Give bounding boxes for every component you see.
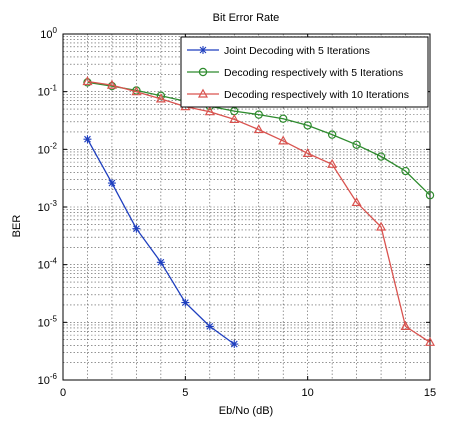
data-point xyxy=(400,320,411,331)
data-point xyxy=(198,67,208,77)
data-point xyxy=(132,224,141,233)
data-point xyxy=(83,135,92,144)
data-point xyxy=(107,179,116,188)
data-point xyxy=(155,93,166,103)
data-point xyxy=(351,196,362,207)
data-point xyxy=(376,152,386,161)
series-1 xyxy=(83,135,239,349)
series-3 xyxy=(82,76,436,346)
y-tick-label: 10-3 xyxy=(38,199,58,214)
data-point xyxy=(302,147,313,158)
data-point xyxy=(327,130,337,139)
y-tick-label: 100 xyxy=(40,26,57,41)
data-point xyxy=(376,221,387,231)
data-point xyxy=(106,79,117,89)
legend-box xyxy=(180,36,429,108)
data-point xyxy=(199,46,207,54)
data-point xyxy=(82,76,93,86)
legend-item: Joint Decoding with 5 Iterations xyxy=(187,45,370,57)
legend-label: Joint Decoding with 5 Iterations xyxy=(224,45,370,57)
legend-label: Decoding respectively with 10 Iterations xyxy=(224,89,409,101)
y-axis-label: BER xyxy=(11,215,23,238)
data-point xyxy=(327,158,338,168)
data-point xyxy=(401,166,410,176)
y-tick-label: 10-2 xyxy=(38,141,58,156)
data-point xyxy=(278,135,289,145)
axis-ticks: 0 5 10 15 100 10-1 10-2 10-3 10-4 10-5 10-6 xyxy=(38,26,437,399)
x-tick-label: 15 xyxy=(424,387,436,399)
legend: Joint Decoding with 5 Iterations Decoding… xyxy=(180,36,429,108)
data-point xyxy=(230,340,239,349)
data-point xyxy=(424,336,436,346)
x-tick-label: 5 xyxy=(182,387,188,399)
x-axis-label: Eb/No (dB) xyxy=(219,405,273,417)
legend-item: Decoding respectively with 5 Iterations xyxy=(187,67,403,79)
data-point xyxy=(352,140,361,149)
data-point xyxy=(253,124,264,134)
x-tick-label: 0 xyxy=(60,387,66,399)
data-point xyxy=(156,258,165,267)
data-point xyxy=(254,110,263,119)
data-point xyxy=(181,298,190,307)
y-tick-label: 10-5 xyxy=(38,314,58,329)
y-tick-label: 10-1 xyxy=(38,84,58,99)
chart-title: Bit Error Rate xyxy=(213,12,280,24)
data-point xyxy=(425,191,435,200)
x-tick-label: 10 xyxy=(302,387,314,399)
data-point xyxy=(204,106,215,116)
data-point xyxy=(229,113,240,124)
data-point xyxy=(279,114,288,123)
data-point xyxy=(131,86,142,96)
series-line xyxy=(87,81,431,196)
y-tick-label: 10-4 xyxy=(38,257,58,272)
y-tick-label: 10-6 xyxy=(38,372,58,387)
data-point xyxy=(205,322,214,331)
legend-label: Decoding respectively with 5 Iterations xyxy=(224,67,403,79)
series-line xyxy=(87,80,431,343)
data-point xyxy=(197,88,209,98)
data-point xyxy=(303,121,312,130)
legend-item: Decoding respectively with 10 Iterations xyxy=(187,88,409,101)
